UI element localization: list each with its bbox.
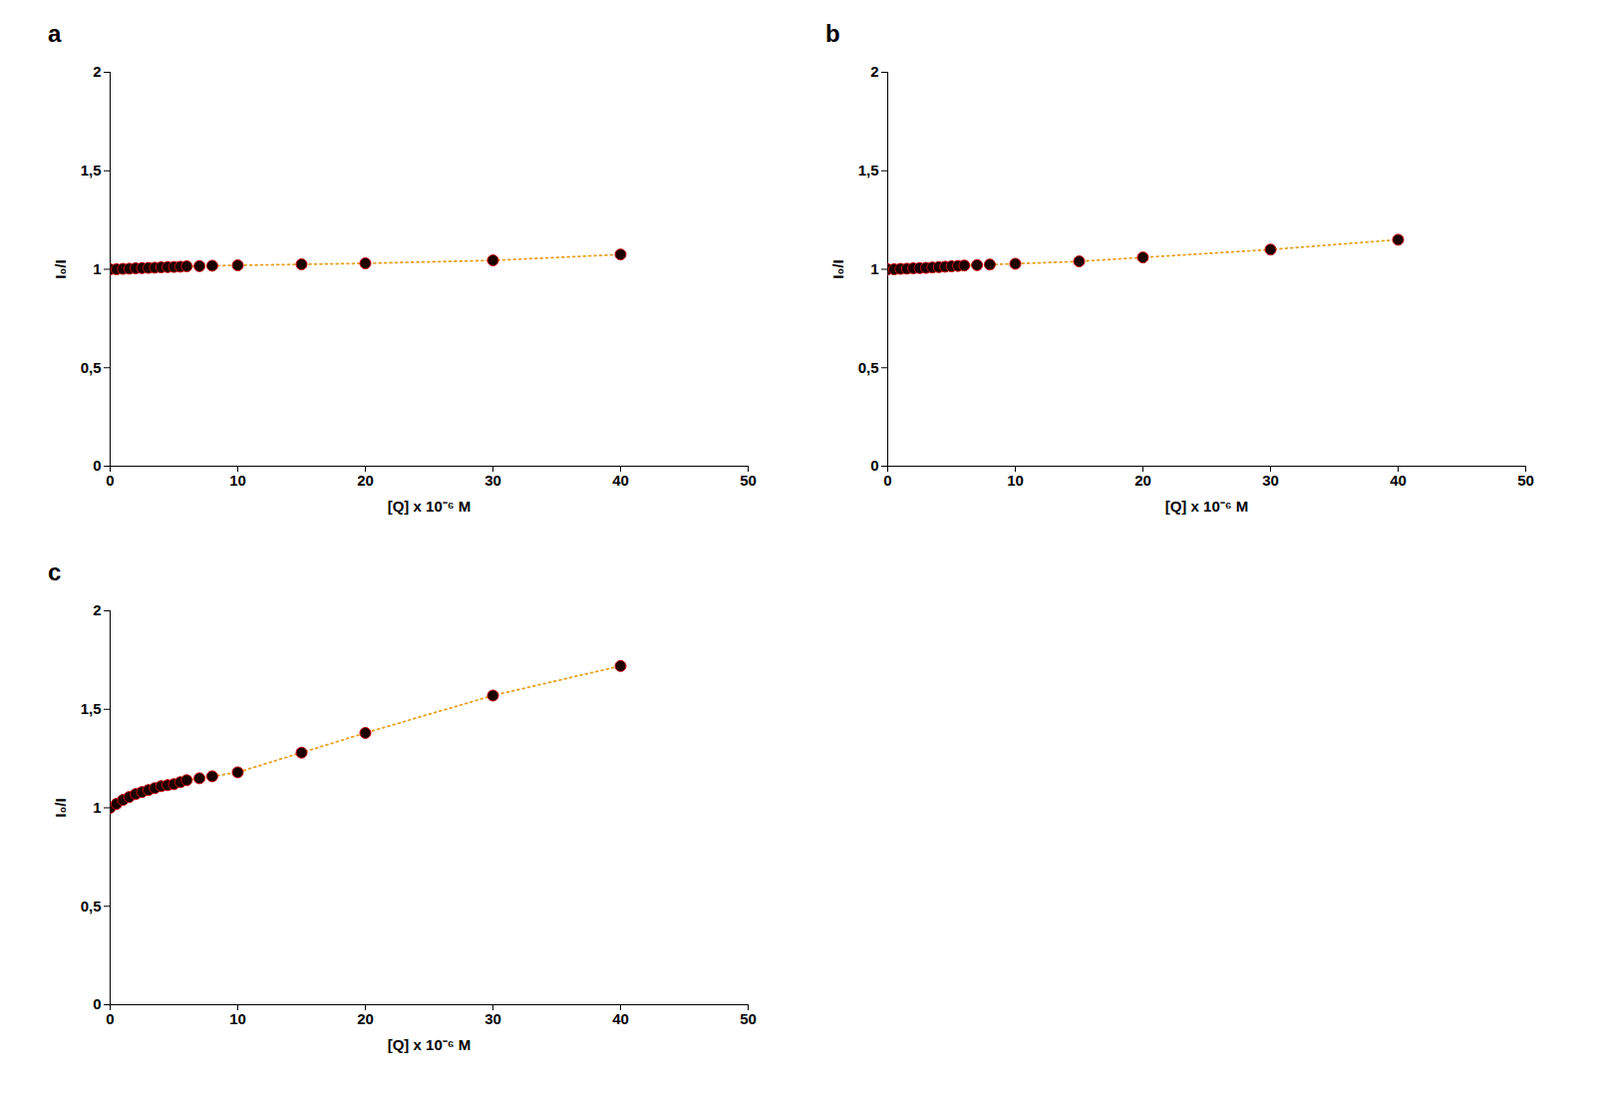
svg-text:1,5: 1,5	[858, 161, 880, 179]
svg-text:0: 0	[105, 1009, 114, 1027]
svg-text:0,5: 0,5	[80, 358, 102, 376]
html-text:c: c	[47, 558, 62, 586]
html-text:b: b	[825, 19, 841, 47]
svg-text:2: 2	[92, 601, 101, 619]
svg-text:I₀/I: I₀/I	[51, 797, 69, 817]
svg-text:0: 0	[92, 456, 101, 474]
svg-text:2: 2	[870, 62, 879, 80]
svg-text:20: 20	[356, 471, 374, 489]
svg-text:1,5: 1,5	[80, 699, 102, 717]
svg-text:[Q] x 10⁻⁶ M: [Q] x 10⁻⁶ M	[387, 1035, 472, 1053]
svg-text:40: 40	[612, 471, 630, 489]
svg-text:[Q] x 10⁻⁶ M: [Q] x 10⁻⁶ M	[1165, 497, 1250, 515]
svg-text:50: 50	[739, 1009, 757, 1027]
svg-text:10: 10	[229, 471, 247, 489]
svg-text:1: 1	[870, 260, 879, 278]
svg-text:1: 1	[92, 260, 101, 278]
svg-text:40: 40	[612, 1009, 630, 1027]
svg-text:20: 20	[356, 1009, 374, 1027]
svg-text:10: 10	[229, 1009, 247, 1027]
svg-text:2: 2	[92, 62, 101, 80]
svg-text:30: 30	[484, 471, 502, 489]
html-text:a: a	[47, 19, 62, 47]
svg-text:30: 30	[484, 1009, 502, 1027]
svg-text:I₀/I: I₀/I	[829, 259, 847, 279]
svg-text:40: 40	[1389, 471, 1407, 489]
svg-text:1,5: 1,5	[80, 161, 102, 179]
svg-text:0,5: 0,5	[858, 358, 880, 376]
svg-text:0,5: 0,5	[80, 897, 102, 915]
svg-text:30: 30	[1262, 471, 1280, 489]
svg-text:50: 50	[1517, 471, 1535, 489]
svg-text:50: 50	[739, 471, 757, 489]
svg-text:20: 20	[1134, 471, 1152, 489]
svg-text:10: 10	[1006, 471, 1024, 489]
svg-text:I₀/I: I₀/I	[51, 259, 69, 279]
svg-text:0: 0	[105, 471, 114, 489]
svg-text:0: 0	[883, 471, 892, 489]
svg-text:[Q] x 10⁻⁶ M: [Q] x 10⁻⁶ M	[387, 497, 472, 515]
svg-text:1: 1	[92, 798, 101, 816]
svg-text:0: 0	[92, 994, 101, 1012]
svg-text:0: 0	[870, 456, 879, 474]
